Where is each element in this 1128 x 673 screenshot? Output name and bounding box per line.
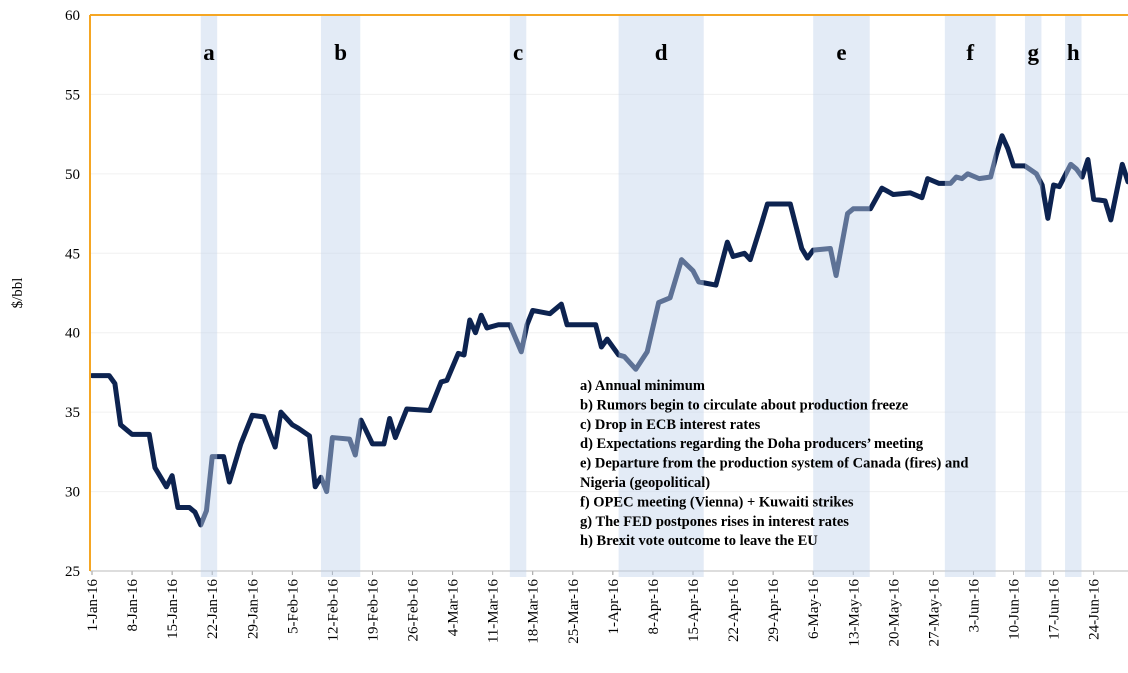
event-label: c [513,40,523,65]
x-tick-label: 3-Jun-16 [966,579,982,633]
x-tick-label: 20-May-16 [886,579,902,647]
event-note: b) Rumors begin to circulate about produ… [580,397,909,413]
x-tick-label: 1-Jan-16 [85,579,101,632]
x-tick-label: 27-May-16 [926,579,942,647]
event-note: g) The FED postpones rises in interest r… [580,514,849,530]
x-tick-label: 11-Mar-16 [486,579,502,644]
event-band [618,15,704,577]
x-tick-label: 19-Feb-16 [365,579,381,642]
x-tick-label: 6-May-16 [806,579,822,639]
x-tick-label: 25-Mar-16 [566,579,582,644]
event-band [813,15,870,577]
event-label: h [1067,40,1080,65]
y-tick-label: 55 [65,87,80,103]
x-tick-label: 17-Jun-16 [1047,579,1063,640]
event-note: e) Departure from the production system … [580,456,968,472]
event-band [1065,15,1082,577]
x-tick-label: 8-Apr-16 [646,579,662,635]
x-tick-label: 13-May-16 [846,579,862,647]
event-label: g [1027,40,1039,65]
y-tick-label: 45 [65,246,80,262]
x-tick-label: 29-Apr-16 [766,579,782,643]
event-note: a) Annual minimum [580,378,705,394]
x-tick-label: 10-Jun-16 [1007,579,1023,640]
event-note: Nigeria (geopolitical) [580,475,710,491]
x-tick-label: 15-Apr-16 [686,579,702,643]
y-axis-label: $/bbl [10,278,26,309]
event-band [944,15,996,577]
event-note: c) Drop in ECB interest rates [580,417,761,433]
event-band [320,15,361,577]
x-tick-label: 15-Jan-16 [165,579,181,639]
y-tick-label: 30 [65,485,80,501]
x-tick-label: 24-Jun-16 [1087,579,1103,640]
x-tick-label: 8-Jan-16 [125,579,141,632]
price-line [89,133,1128,528]
event-band [200,15,218,577]
event-note: h) Brexit vote outcome to leave the EU [580,533,818,549]
x-tick-label: 26-Feb-16 [406,579,422,642]
x-tick-label: 4-Mar-16 [446,579,462,637]
y-tick-label: 50 [65,167,80,183]
event-band [509,15,527,577]
event-label: e [836,40,846,65]
event-label: f [966,40,974,65]
x-tick-label: 12-Feb-16 [325,579,341,642]
x-tick-label: 22-Jan-16 [205,579,221,639]
event-band [1024,15,1042,577]
event-label: d [655,40,668,65]
event-note: f) OPEC meeting (Vienna) + Kuwaiti strik… [580,494,854,510]
event-label: a [203,40,215,65]
y-tick-label: 35 [65,405,80,421]
event-label: b [334,40,347,65]
x-tick-label: 18-Mar-16 [526,579,542,644]
event-note: d) Expectations regarding the Doha produ… [580,436,924,452]
x-tick-label: 5-Feb-16 [285,579,301,634]
y-tick-label: 25 [65,564,80,580]
x-tick-label: 22-Apr-16 [726,579,742,643]
y-tick-label: 40 [65,326,80,342]
x-tick-label: 29-Jan-16 [245,579,261,639]
y-tick-label: 60 [65,8,80,24]
x-tick-label: 1-Apr-16 [606,579,622,635]
